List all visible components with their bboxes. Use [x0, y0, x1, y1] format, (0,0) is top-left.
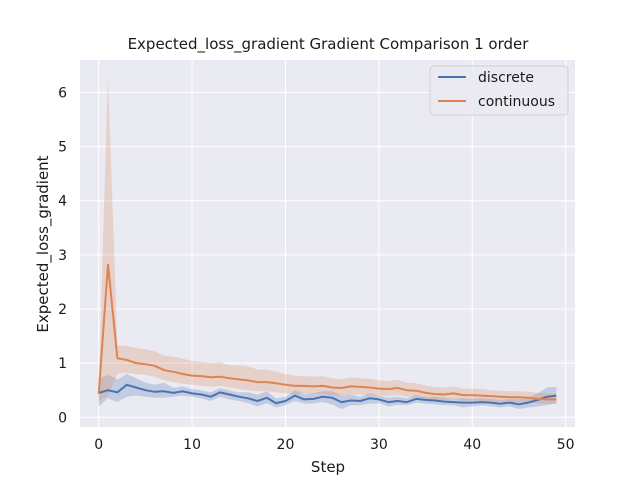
- y-tick-labels: 0 1 2 3 4 5 6: [58, 85, 67, 426]
- legend-label-continuous: continuous: [478, 94, 555, 110]
- grid-lines: [80, 60, 575, 427]
- plot-area: [80, 60, 575, 427]
- x-tick-label-0: 0: [94, 437, 103, 453]
- y-axis-label: Expected_loss_gradient: [34, 155, 53, 332]
- line-continuous: [97, 263, 557, 401]
- band-continuous: [98, 76, 557, 404]
- chart-title: Expected_loss_gradient Gradient Comparis…: [128, 35, 530, 54]
- x-tick-label-5: 50: [557, 437, 575, 453]
- legend: discrete continuous: [429, 65, 569, 116]
- legend-box: [429, 65, 569, 116]
- series-lines: [97, 263, 557, 406]
- y-tick-label-1: 1: [58, 356, 67, 372]
- line-discrete: [98, 383, 557, 406]
- y-tick-label-4: 4: [58, 194, 67, 210]
- y-tick-label-0: 0: [58, 410, 67, 426]
- y-tick-label-5: 5: [58, 140, 67, 156]
- y-tick-label-6: 6: [58, 85, 67, 101]
- y-tick-label-2: 2: [58, 302, 67, 318]
- x-tick-labels: 0 10 20 30 40 50: [94, 437, 574, 453]
- x-tick-label-4: 40: [463, 437, 481, 453]
- x-tick-label-1: 10: [183, 437, 201, 453]
- x-tick-label-3: 30: [370, 437, 388, 453]
- x-tick-label-2: 20: [277, 437, 295, 453]
- legend-label-discrete: discrete: [478, 70, 534, 86]
- x-axis-label: Step: [311, 458, 345, 476]
- y-tick-label-3: 3: [58, 248, 67, 264]
